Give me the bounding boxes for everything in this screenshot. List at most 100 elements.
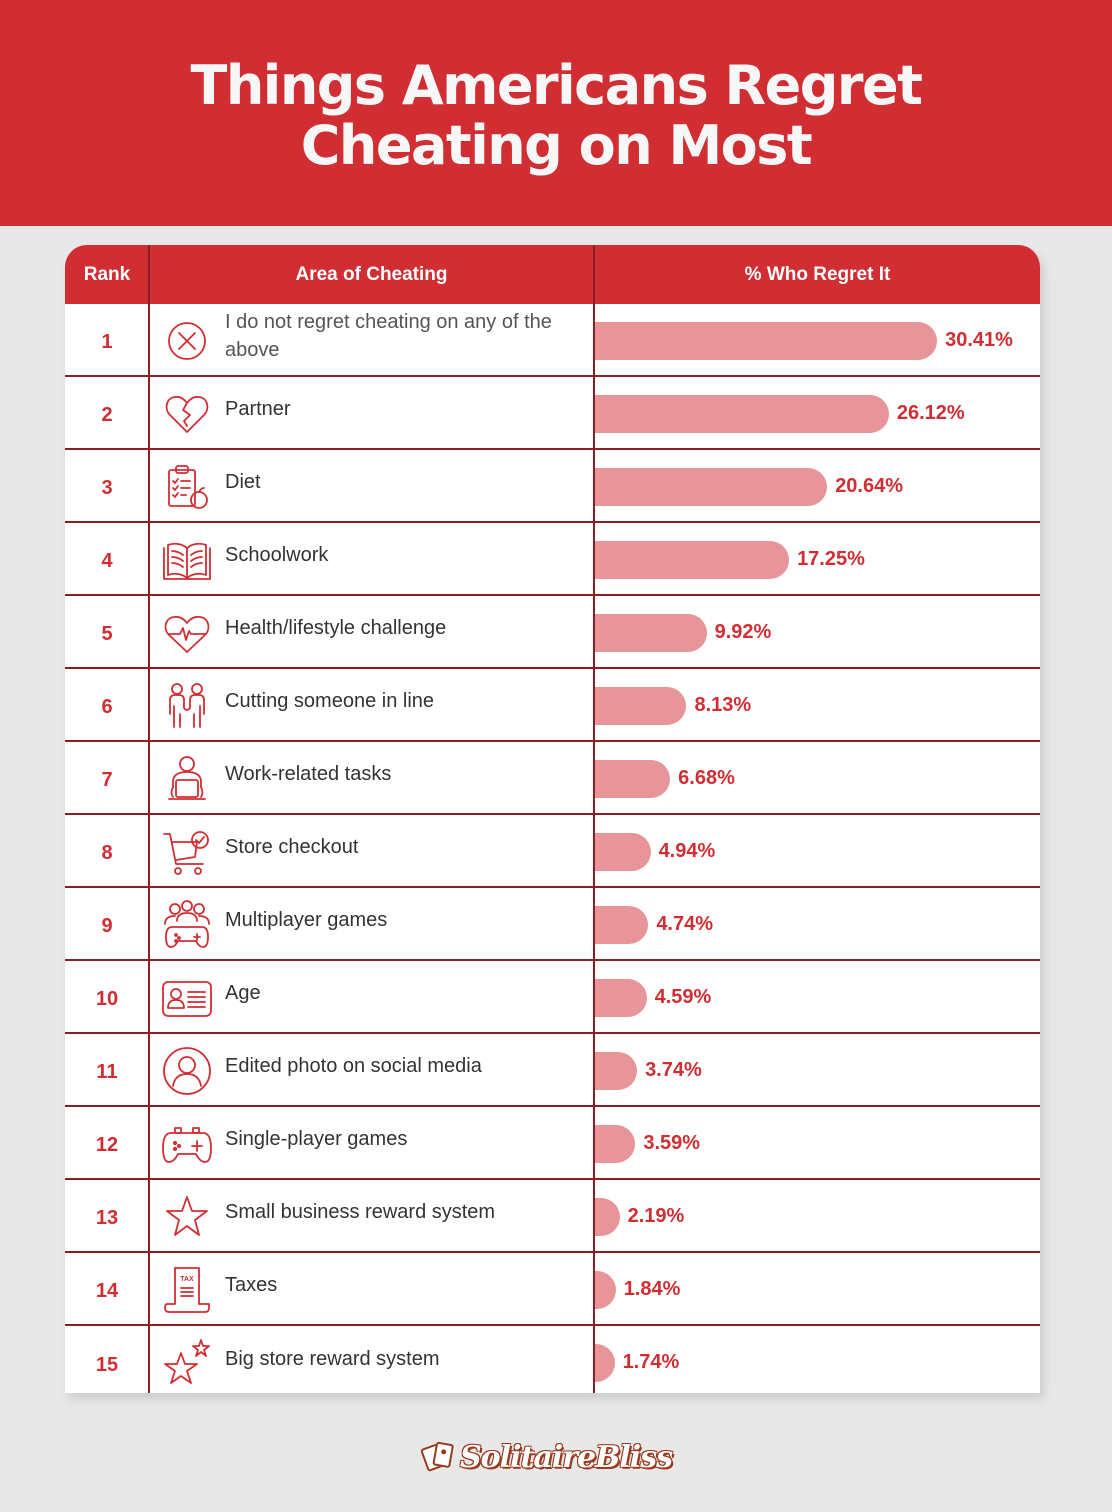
percent-bar bbox=[595, 468, 828, 506]
column-divider bbox=[148, 245, 150, 1393]
rank-number: 2 bbox=[101, 404, 113, 426]
solitaire-bliss-logo: SolitaireBliss bbox=[420, 1432, 700, 1482]
rank-number: 9 bbox=[101, 915, 113, 937]
rank-number: 1 bbox=[101, 331, 113, 353]
area-label: Cutting someone in line bbox=[225, 689, 435, 712]
rank-number: 4 bbox=[101, 550, 113, 572]
table-row: 11 Edited photo on social media 3.74% bbox=[65, 1034, 1040, 1107]
page-title: Things Americans Regret Cheating on Most bbox=[190, 54, 923, 177]
rank-number: 6 bbox=[101, 696, 113, 718]
table-row: 3 Diet 20.64% bbox=[65, 450, 1040, 523]
area-label: Age bbox=[225, 981, 261, 1004]
playing-cards-icon bbox=[420, 1437, 456, 1477]
area-label: Big store reward system bbox=[225, 1347, 440, 1370]
profile-circle-icon bbox=[161, 1045, 213, 1097]
open-book-icon bbox=[161, 534, 213, 586]
title-banner: Things Americans Regret Cheating on Most bbox=[0, 0, 1112, 226]
person-laptop-icon bbox=[161, 753, 213, 805]
area-label: Edited photo on social media bbox=[225, 1054, 482, 1077]
two-people-icon bbox=[161, 680, 213, 732]
percent-value: 4.74% bbox=[656, 913, 714, 935]
percent-value: 4.94% bbox=[658, 840, 716, 862]
tax-document-icon: TAX bbox=[161, 1264, 213, 1316]
rank-number: 11 bbox=[96, 1061, 118, 1083]
rank-number: 5 bbox=[101, 623, 113, 645]
rank-number: 3 bbox=[101, 477, 113, 499]
percent-bar bbox=[595, 906, 649, 944]
percent-bar bbox=[595, 1052, 638, 1090]
rank-number: 12 bbox=[95, 1134, 119, 1156]
rank-number: 10 bbox=[95, 988, 119, 1010]
table-row: 1 I do not regret cheating on any of the … bbox=[65, 304, 1040, 377]
percent-bar bbox=[595, 687, 687, 725]
clipboard-apple-icon bbox=[161, 461, 213, 513]
percent-value: 4.59% bbox=[654, 986, 712, 1008]
table-row: 9 Multiplayer games 4.74% bbox=[65, 888, 1040, 961]
circle-x-icon bbox=[161, 315, 213, 367]
group-gamepad-icon bbox=[161, 899, 213, 951]
logo-text: SolitaireBliss bbox=[460, 1439, 673, 1475]
percent-value: 1.74% bbox=[622, 1351, 680, 1373]
table-header: Rank Area of Cheating % Who Regret It bbox=[65, 245, 1040, 304]
percent-value: 30.41% bbox=[945, 329, 1013, 351]
svg-text:TAX: TAX bbox=[180, 1276, 194, 1283]
rank-number: 13 bbox=[95, 1207, 119, 1229]
percent-bar bbox=[595, 1125, 636, 1163]
percent-bar bbox=[595, 395, 889, 433]
table-row: 7 Work-related tasks 6.68% bbox=[65, 742, 1040, 815]
area-label: Work-related tasks bbox=[225, 762, 392, 785]
gamepad-icon bbox=[161, 1118, 213, 1170]
rank-number: 8 bbox=[101, 842, 113, 864]
table-row: 15 Big store reward system 1.74% bbox=[65, 1326, 1040, 1393]
header-percent: % Who Regret It bbox=[744, 263, 891, 285]
area-label: Diet bbox=[225, 470, 261, 493]
header-rank: Rank bbox=[83, 263, 131, 285]
rank-number: 7 bbox=[101, 769, 113, 791]
table-row: 5 Health/lifestyle challenge 9.92% bbox=[65, 596, 1040, 669]
area-label: Small business reward system bbox=[225, 1200, 496, 1223]
percent-value: 9.92% bbox=[714, 621, 772, 643]
percent-value: 17.25% bbox=[797, 548, 865, 570]
rank-number: 14 bbox=[95, 1280, 119, 1302]
area-label: Partner bbox=[225, 397, 291, 420]
percent-value: 6.68% bbox=[678, 767, 735, 789]
percent-bar bbox=[595, 1271, 616, 1309]
star-icon bbox=[161, 1191, 213, 1243]
ranking-table: Rank Area of Cheating % Who Regret It 1 I… bbox=[65, 245, 1040, 1393]
percent-value: 1.84% bbox=[623, 1278, 681, 1300]
table-row: 2 Partner 26.12% bbox=[65, 377, 1040, 450]
percent-bar bbox=[595, 1344, 615, 1382]
table-row: 10 Age 4.59% bbox=[65, 961, 1040, 1034]
area-label: Store checkout bbox=[225, 835, 359, 858]
heartbeat-icon bbox=[161, 607, 213, 659]
table-body: 1 I do not regret cheating on any of the … bbox=[65, 304, 1040, 1393]
percent-bar bbox=[595, 979, 647, 1017]
table-row: 8 Store checkout 4.94% bbox=[65, 815, 1040, 888]
broken-heart-icon bbox=[161, 388, 213, 440]
table-row: 12 Single-player games 3.59% bbox=[65, 1107, 1040, 1180]
table-row: 4 Schoolwork 17.25% bbox=[65, 523, 1040, 596]
percent-value: 3.59% bbox=[643, 1132, 701, 1154]
percent-value: 20.64% bbox=[835, 475, 904, 497]
percent-bar bbox=[595, 322, 938, 360]
percent-bar bbox=[595, 760, 671, 798]
area-label: Health/lifestyle challenge bbox=[225, 616, 447, 639]
header-area: Area of Cheating bbox=[295, 263, 448, 285]
percent-bar bbox=[595, 541, 790, 579]
percent-bar bbox=[595, 833, 651, 871]
table-row: 6 Cutting someone in line 8.13% bbox=[65, 669, 1040, 742]
area-label: I do not regret cheating on any of the a… bbox=[225, 310, 552, 361]
area-label: Single-player games bbox=[225, 1127, 408, 1150]
percent-value: 26.12% bbox=[896, 402, 965, 424]
table-row: 14 TAX Taxes 1.84% bbox=[65, 1253, 1040, 1326]
cart-check-icon bbox=[161, 826, 213, 878]
id-card-icon bbox=[161, 972, 213, 1024]
area-label: Multiplayer games bbox=[225, 908, 388, 931]
percent-value: 2.19% bbox=[627, 1205, 685, 1227]
area-label: Taxes bbox=[225, 1273, 278, 1296]
percent-bar bbox=[595, 1198, 620, 1236]
column-divider bbox=[593, 245, 595, 1393]
two-stars-icon bbox=[161, 1337, 213, 1389]
percent-bar bbox=[595, 614, 707, 652]
rank-number: 15 bbox=[95, 1354, 119, 1376]
